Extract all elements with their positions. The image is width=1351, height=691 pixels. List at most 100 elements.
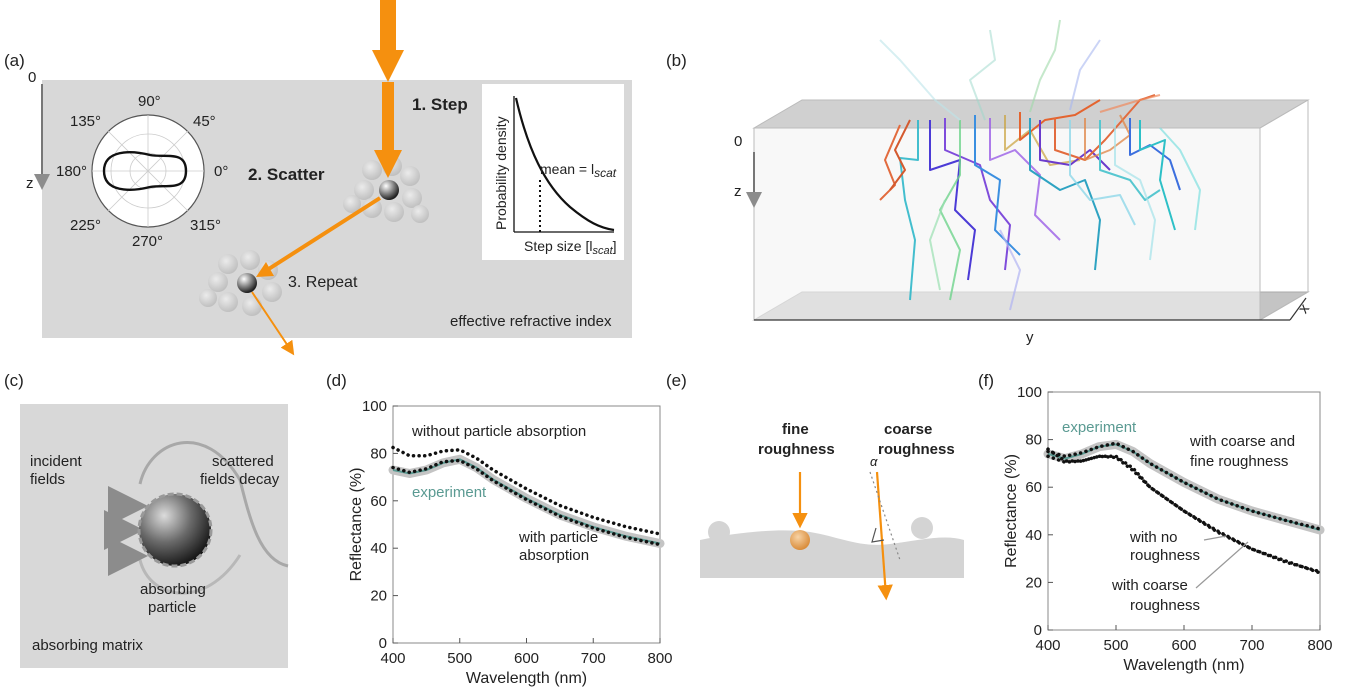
axis-zero: 0 — [28, 69, 36, 86]
inset-ylabel: Probability density — [493, 116, 509, 230]
y-tick-label: 60 — [1025, 479, 1042, 496]
f-leader-coarse — [1195, 541, 1249, 589]
f-leader-none — [1203, 535, 1227, 541]
y-axis-title: Reflectance (%) — [1003, 454, 1020, 568]
panel-a: (a) 0 z 90° 45° 0° 315° 270° 225° 180° 1… — [4, 0, 632, 356]
series-dotted-line — [1046, 441, 1322, 531]
y-tick-label: 80 — [370, 445, 387, 462]
panel-c: (c) incident fields scattered fields dec… — [4, 371, 289, 668]
matrix-label: absorbing matrix — [32, 637, 143, 654]
polar-angle-225: 225° — [70, 217, 101, 234]
x-tick-label: 400 — [380, 650, 405, 667]
particle-label-2: particle — [148, 599, 196, 616]
y-tick-label: 100 — [362, 398, 387, 415]
chart-f: 400 500 600 700 800 0 20 40 60 80 100 Wavelength (n… — [1003, 384, 1333, 674]
photon-trajectories — [879, 19, 1201, 311]
f-ann-none-2: roughness — [1130, 547, 1200, 564]
incident-label-1: incident — [30, 453, 83, 470]
fine-label-2: roughness — [758, 441, 835, 458]
y-tick-label: 0 — [379, 635, 387, 652]
scatter-step-label: 2. Scatter — [248, 165, 325, 184]
b-axis-z: z — [734, 183, 742, 200]
polar-plot: 90° 45° 0° 315° 270° 225° 180° 135° — [56, 93, 228, 250]
d-ann-experiment: experiment — [412, 484, 487, 501]
panel-d: (d) 400 500 600 700 800 0 20 40 60 80 100 Wavelengt… — [326, 371, 673, 687]
step-label: 1. Step — [412, 95, 468, 114]
y-tick-label: 60 — [370, 493, 387, 510]
f-ann-both-2: fine roughness — [1190, 453, 1288, 470]
polar-angle-135: 135° — [70, 113, 101, 130]
f-ann-experiment: experiment — [1062, 419, 1137, 436]
b-axis-y: y — [1026, 329, 1034, 346]
x-tick-label: 500 — [447, 650, 472, 667]
coarse-label-1: coarse — [884, 421, 932, 438]
alpha-label: α — [870, 454, 878, 469]
inset-mean-label: mean = lscat — [540, 161, 617, 180]
rough-surface — [700, 530, 964, 578]
particle-cluster-2 — [199, 250, 282, 316]
x-tick-label: 600 — [1171, 637, 1196, 654]
x-tick-label: 500 — [1103, 637, 1128, 654]
panel-e: (e) α fine roughness coarse roughness — [666, 371, 964, 601]
panel-b-label: (b) — [666, 51, 687, 70]
polar-angle-0: 0° — [214, 163, 228, 180]
x-tick-label: 400 — [1035, 637, 1060, 654]
inset-xlabel: Step size [lscat] — [524, 238, 617, 257]
b-axis-x: x — [1295, 300, 1314, 316]
polar-angle-90: 90° — [138, 93, 161, 110]
fine-roughness-particle — [790, 530, 810, 550]
b-axis-zero: 0 — [734, 133, 742, 150]
y-tick-label: 40 — [370, 540, 387, 557]
repeat-label: 3. Repeat — [288, 274, 358, 291]
fine-label-1: fine — [782, 421, 809, 438]
d-ann-with-1: with particle — [518, 529, 598, 546]
panel-c-label: (c) — [4, 371, 24, 390]
axis-z: z — [26, 175, 34, 192]
polar-angle-180: 180° — [56, 163, 87, 180]
panel-d-label: (d) — [326, 371, 347, 390]
y-tick-label: 100 — [1017, 384, 1042, 401]
x-axis-title: Wavelength (nm) — [466, 670, 587, 687]
f-ann-both-1: with coarse and — [1189, 433, 1295, 450]
panel-f: (f) 400 500 600 700 800 0 20 40 60 80 100 Wavelengt… — [978, 371, 1333, 674]
series-dotted-line — [391, 445, 662, 536]
coarse-label-2: roughness — [878, 441, 955, 458]
y-tick-label: 0 — [1034, 622, 1042, 639]
y-tick-label: 20 — [1025, 574, 1042, 591]
y-axis-title: Reflectance (%) — [348, 468, 365, 582]
series-dotted-line — [1046, 454, 1322, 574]
d-ann-without: without particle absorption — [411, 423, 586, 440]
x-tick-label: 600 — [514, 650, 539, 667]
x-tick-label: 700 — [1239, 637, 1264, 654]
particle-label-1: absorbing — [140, 581, 206, 598]
surface-bump-left — [708, 521, 730, 543]
panel-f-label: (f) — [978, 371, 994, 390]
photon-path — [251, 0, 404, 356]
surface-normal — [869, 471, 901, 561]
scattering-particle-2 — [237, 273, 257, 293]
phase-function-curve — [102, 151, 188, 191]
medium-label: effective refractive index — [450, 313, 612, 330]
decay-curve-top — [138, 441, 289, 568]
f-ann-coarse-2: roughness — [1130, 597, 1200, 614]
series-dotted-line — [391, 458, 662, 547]
x-tick-label: 800 — [647, 650, 672, 667]
scattering-particle-1 — [379, 180, 399, 200]
chart-d: 400 500 600 700 800 0 20 40 60 80 100 Wavelength (n… — [348, 398, 673, 687]
coarse-incident-ray — [875, 471, 893, 601]
step-size-inset: Probability density mean = lscat Step si… — [482, 84, 624, 260]
polar-angle-45: 45° — [193, 113, 216, 130]
y-tick-label: 40 — [1025, 527, 1042, 544]
x-axis-title: Wavelength (nm) — [1123, 657, 1244, 674]
panel-e-label: (e) — [666, 371, 687, 390]
pdf-curve — [514, 97, 615, 232]
scattered-label-2: fields decay — [200, 471, 280, 488]
f-ann-coarse-1: with coarse — [1111, 577, 1188, 594]
y-tick-label: 80 — [1025, 432, 1042, 449]
incident-label-2: fields — [30, 471, 65, 488]
panel-a-label: (a) — [4, 51, 25, 70]
panel-b: (b) — [666, 19, 1314, 346]
box-front-face — [753, 127, 1261, 321]
scattered-label-1: scattered — [212, 453, 274, 470]
